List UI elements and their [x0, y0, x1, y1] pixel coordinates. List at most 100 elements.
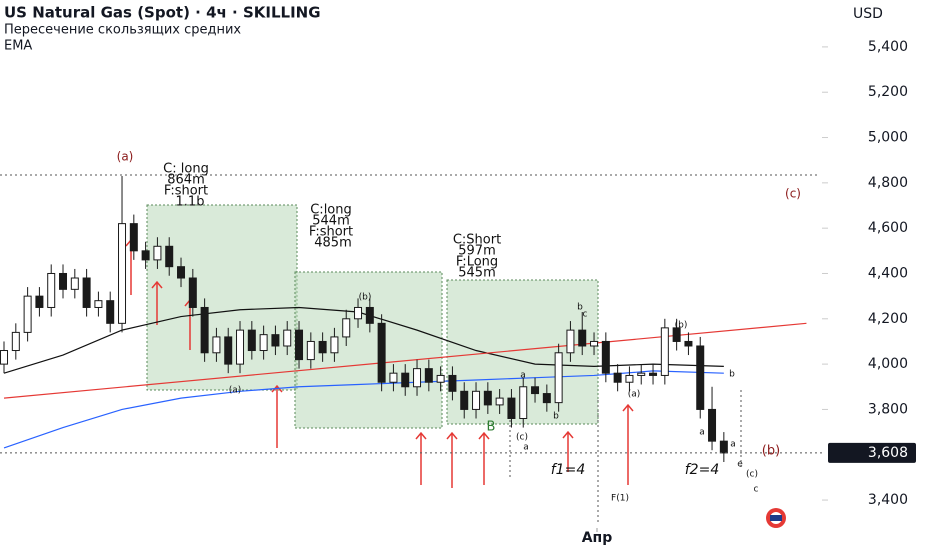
candle-body	[460, 390, 469, 410]
annotation: (c)	[516, 433, 528, 443]
candle-body	[542, 393, 551, 404]
annotation: C:long	[310, 203, 352, 218]
candle-body	[47, 272, 56, 308]
annotation: 485m	[314, 236, 351, 251]
candle-body	[719, 440, 728, 454]
candle-body	[59, 272, 68, 290]
annotation: 544m	[312, 214, 349, 229]
candle-body	[389, 372, 398, 383]
annotation: b	[729, 370, 735, 380]
candle-body	[118, 223, 127, 324]
candle-body	[554, 352, 563, 404]
candle-body	[342, 318, 351, 338]
annotation: (a)	[229, 386, 242, 396]
candle-body	[507, 397, 516, 419]
candle-body	[177, 266, 186, 279]
candle-body	[649, 372, 658, 376]
candle-body	[306, 340, 315, 361]
candle-body	[212, 336, 221, 354]
candle-body	[613, 372, 622, 383]
candle-body	[696, 345, 705, 410]
currency: USD	[853, 6, 883, 22]
chart-title: US Natural Gas (Spot) · 4ч · SKILLING	[4, 4, 321, 22]
annotation: F:short	[164, 184, 208, 199]
annotation: a	[730, 440, 736, 450]
candle-body	[708, 408, 717, 442]
subtitle: Пересечение скользящих средних	[4, 23, 241, 38]
annotation: 597m	[458, 244, 495, 259]
candle-body	[424, 368, 433, 383]
candle-body	[660, 327, 669, 376]
annotation: 864m	[167, 173, 204, 188]
candle-body	[247, 329, 256, 352]
candle-body	[495, 397, 504, 406]
candle-body	[23, 295, 32, 333]
y-tick-label: 4,400	[868, 265, 908, 281]
annotation: f1=4	[551, 462, 585, 478]
logo	[766, 508, 786, 528]
y-tick-label: 4,800	[868, 175, 908, 191]
annotation: (a)	[628, 390, 641, 400]
candle-body	[94, 300, 103, 308]
candle-body	[0, 350, 9, 365]
annotation: F:Long	[456, 255, 498, 270]
candle-body	[141, 250, 150, 261]
y-tick-label: 4,200	[868, 311, 908, 327]
candle-body	[578, 329, 587, 347]
candle-body	[129, 223, 138, 252]
candle-body	[625, 374, 634, 383]
last-price-label: 3,608	[868, 445, 908, 461]
candle-body	[82, 277, 91, 308]
candle-body	[377, 322, 386, 383]
annotation: c	[754, 485, 759, 495]
candle-body	[165, 245, 174, 268]
candle-body	[519, 386, 528, 419]
annotation: F:short	[309, 225, 353, 240]
annotation: a	[699, 428, 705, 438]
annotation: F(1)	[611, 494, 629, 504]
candle-body	[436, 374, 445, 383]
candle-body	[472, 390, 481, 410]
annotation: (b)	[675, 321, 688, 331]
candle-body	[672, 327, 681, 342]
candle-body	[601, 340, 610, 374]
x-tick-label: Апр	[582, 530, 613, 546]
candle-body	[637, 372, 646, 376]
candle-body	[483, 390, 492, 406]
y-tick-label: 5,400	[868, 39, 908, 55]
y-tick-label: 3,400	[868, 492, 908, 508]
candle-body	[401, 372, 410, 388]
annotation: (c)	[746, 470, 758, 480]
candle-body	[271, 334, 280, 347]
y-tick-label: 4,000	[868, 356, 908, 372]
last-price-box	[828, 442, 916, 463]
candle-body	[11, 331, 20, 352]
candle-body	[259, 334, 268, 352]
indicator-line	[3, 370, 724, 449]
candle-body	[70, 277, 79, 290]
candle-body	[236, 329, 245, 365]
annotation: b	[577, 303, 583, 313]
annotation: 1.1b	[176, 195, 205, 210]
candle-body	[295, 329, 304, 361]
candle-body	[153, 245, 162, 261]
arrows	[125, 238, 634, 488]
candle-body	[188, 277, 197, 308]
candle-body	[224, 336, 233, 365]
annotation: c	[583, 310, 588, 320]
candle-body	[35, 295, 44, 308]
candle-body	[354, 306, 363, 320]
candle-body	[330, 336, 339, 354]
indicator: EMA	[4, 39, 32, 54]
annotation: C: long	[163, 162, 209, 177]
annotation: a	[523, 443, 529, 453]
candle-body	[590, 340, 599, 347]
annotation: B	[487, 420, 496, 435]
y-tick-label: 4,600	[868, 220, 908, 236]
annotation: (b)	[359, 293, 372, 303]
y-tick-label: 3,800	[868, 401, 908, 417]
candle-body	[200, 306, 209, 354]
candle-body	[318, 340, 327, 354]
candle-body	[283, 329, 292, 347]
